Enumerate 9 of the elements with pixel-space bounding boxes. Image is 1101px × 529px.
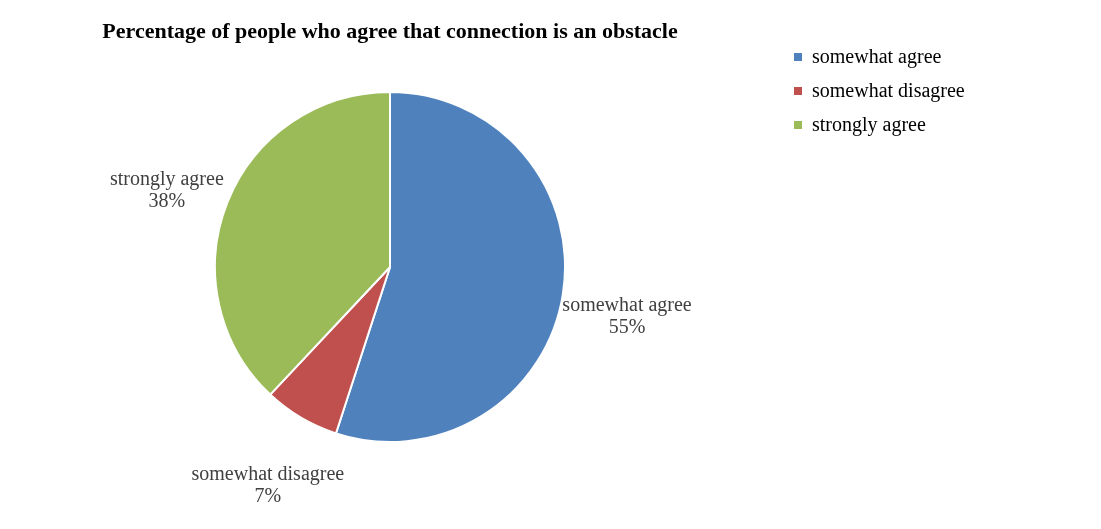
data-label: 7% [254, 483, 282, 506]
slice-label: somewhat disagree [191, 461, 345, 485]
legend-label: somewhat disagree [812, 79, 965, 102]
chart-title: Percentage of people who agree that connection is an obstacle [102, 18, 678, 43]
slice-label: somewhat agree [562, 292, 692, 316]
legend-label: somewhat agree [812, 45, 942, 68]
data-label: 55% [608, 314, 646, 337]
slice-label: strongly agree [109, 166, 224, 190]
legend-label: strongly agree [812, 113, 926, 136]
